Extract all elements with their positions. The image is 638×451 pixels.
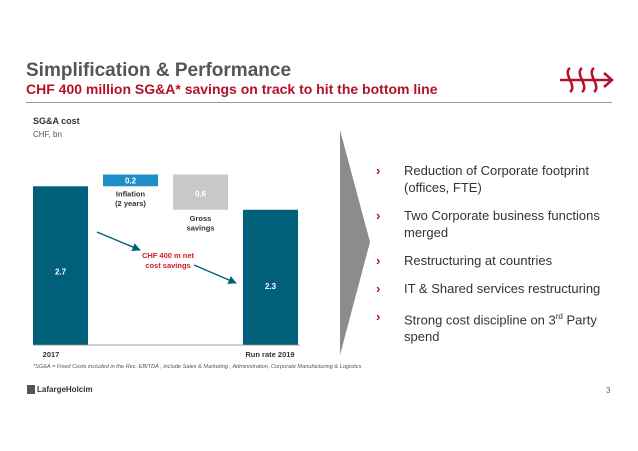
chevron-right-icon: › (376, 253, 381, 268)
data-label-3: 0.6 (195, 190, 207, 199)
savings-arrow-1 (96, 231, 141, 251)
footnote: *SG&A = Fixed Costs included in the Rec.… (33, 364, 362, 370)
data-label-1: 2.7 (55, 267, 67, 276)
sga-waterfall-chart: 2.7 2017 0.2 Inflation(2 years) 0.6 Grosssavi… (33, 174, 300, 359)
bullet-item: › Strong cost discipline on 3rd Party spe… (376, 309, 597, 345)
chart-unit: CHF, bn (33, 130, 62, 139)
brand-name: LafargeHolcim (37, 385, 93, 394)
annotation-line-1: CHF 400 m net (142, 251, 195, 260)
chevron-right-icon: › (376, 208, 381, 223)
savings-arrow-2 (193, 264, 237, 284)
annotation-line-2: cost savings (145, 261, 190, 270)
data-label-2: 0.2 (125, 176, 137, 185)
bullet-item: › Two Corporate business functions merged (376, 208, 600, 240)
chevron-right-icon: › (376, 163, 381, 178)
page-number: 3 (606, 386, 611, 395)
company-logo-icon (560, 67, 614, 93)
savings-bullet-list: › Reduction of Corporate footprint (offic… (376, 162, 631, 356)
bar-4 (243, 209, 298, 345)
bar-note-2-2: (2 years) (115, 199, 146, 208)
bullet-item: › IT & Shared services restructuring (376, 281, 601, 296)
bar-note-3-1: Gross (190, 214, 212, 223)
chevron-arrow-icon (340, 130, 370, 355)
bullet-item: › Restructuring at countries (376, 253, 553, 268)
bar-note-2-1: Inflation (116, 189, 146, 198)
brand-mark-icon (27, 385, 35, 394)
page-title: Simplification & Performance (26, 60, 292, 81)
chevron-right-icon: › (376, 281, 381, 296)
bar-2 (103, 174, 158, 187)
axis-label-1: 2017 (43, 350, 60, 359)
data-label-4: 2.3 (265, 282, 277, 291)
axis-label-4: Run rate 2019 (245, 350, 294, 359)
bar-note-3-2: savings (187, 223, 215, 232)
chart-title: SG&A cost (33, 116, 80, 126)
bar-1 (33, 186, 88, 345)
bullet-item: › Reduction of Corporate footprint (offic… (376, 163, 589, 195)
chevron-right-icon: › (376, 309, 381, 324)
brand-logo: LafargeHolcim (27, 385, 93, 394)
bar-3 (173, 174, 228, 210)
title-divider (26, 102, 612, 103)
page-subtitle: CHF 400 million SG&A* savings on track t… (26, 81, 438, 97)
